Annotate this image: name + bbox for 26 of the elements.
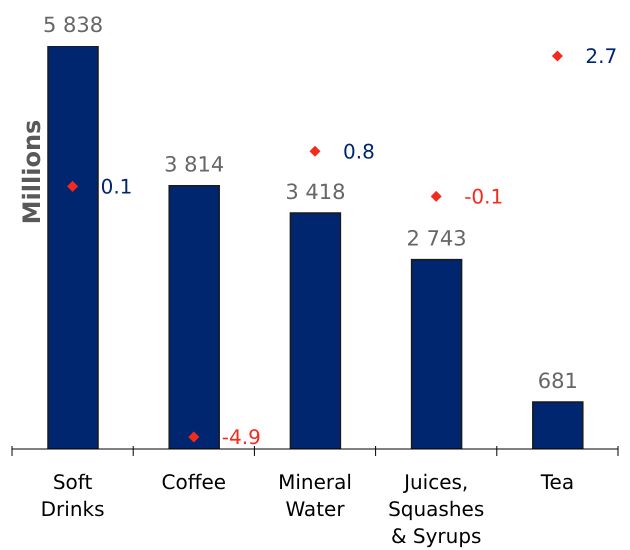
data-label: -0.1 <box>464 184 504 208</box>
data-label: 2.7 <box>585 44 618 68</box>
x-tick-label: Tea <box>540 470 574 494</box>
bar <box>410 258 462 449</box>
y-axis-title: Millions <box>18 120 46 224</box>
data-label: 681 <box>538 368 578 393</box>
bar <box>168 184 220 449</box>
point <box>430 190 442 202</box>
x-tick-label: Mineral Water <box>278 470 352 521</box>
x-tick-label: Soft Drinks <box>40 470 105 521</box>
data-label: 3 418 <box>285 180 346 204</box>
data-label: 3 814 <box>164 152 224 177</box>
data-label: 5 838 <box>42 13 104 37</box>
data-label: 0.1 <box>100 174 132 198</box>
data-label: 0.8 <box>343 139 375 164</box>
bar <box>290 212 342 449</box>
bar <box>47 46 99 449</box>
x-tick-label: Coffee <box>162 470 226 494</box>
point <box>310 146 320 157</box>
bar <box>532 401 584 449</box>
point <box>188 432 200 442</box>
point <box>67 180 78 192</box>
point <box>552 50 563 62</box>
data-label: -4.9 <box>222 425 261 449</box>
data-label: 2 743 <box>406 226 467 251</box>
x-tick-label: Juices, Squashes & Syrups <box>388 470 484 548</box>
